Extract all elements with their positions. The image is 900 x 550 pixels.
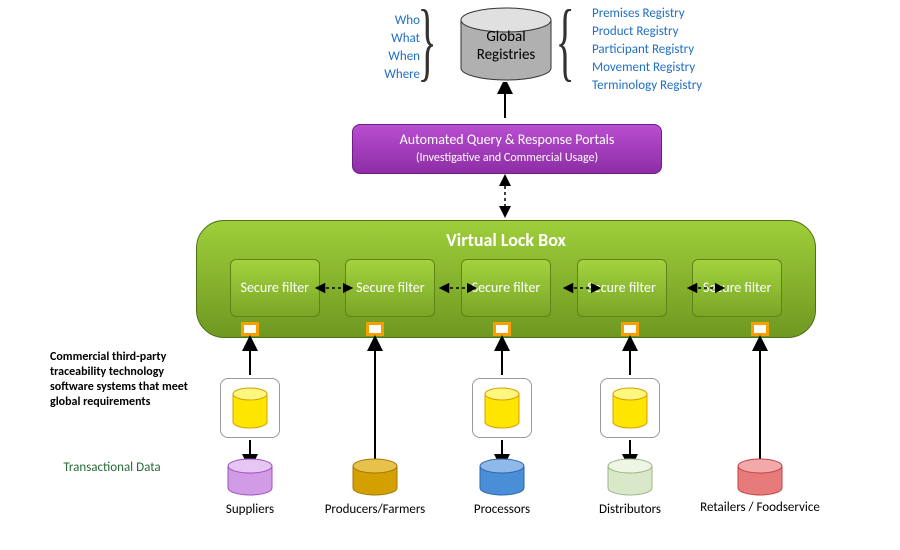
label-producers: Producers/Farmers	[315, 502, 435, 517]
db-card-3	[472, 378, 532, 438]
transactional-data-note: Transactional Data	[62, 460, 162, 475]
db-icon	[610, 386, 650, 430]
cylinder-processors	[478, 458, 526, 496]
third-party-note: Commercial third-party traceability tech…	[50, 350, 200, 410]
label-retailers: Retailers / Foodservice	[700, 500, 820, 515]
cylinder-distributors	[606, 458, 654, 496]
label-distributors: Distributors	[580, 502, 680, 517]
db-card-4	[600, 378, 660, 438]
db-icon	[482, 386, 522, 430]
cylinder-retailers	[736, 458, 784, 496]
db-card-1	[220, 378, 280, 438]
cylinder-suppliers	[226, 458, 274, 496]
label-processors: Processors	[452, 502, 552, 517]
cylinder-producers	[351, 458, 399, 496]
label-suppliers: Suppliers	[200, 502, 300, 517]
db-icon	[230, 386, 270, 430]
